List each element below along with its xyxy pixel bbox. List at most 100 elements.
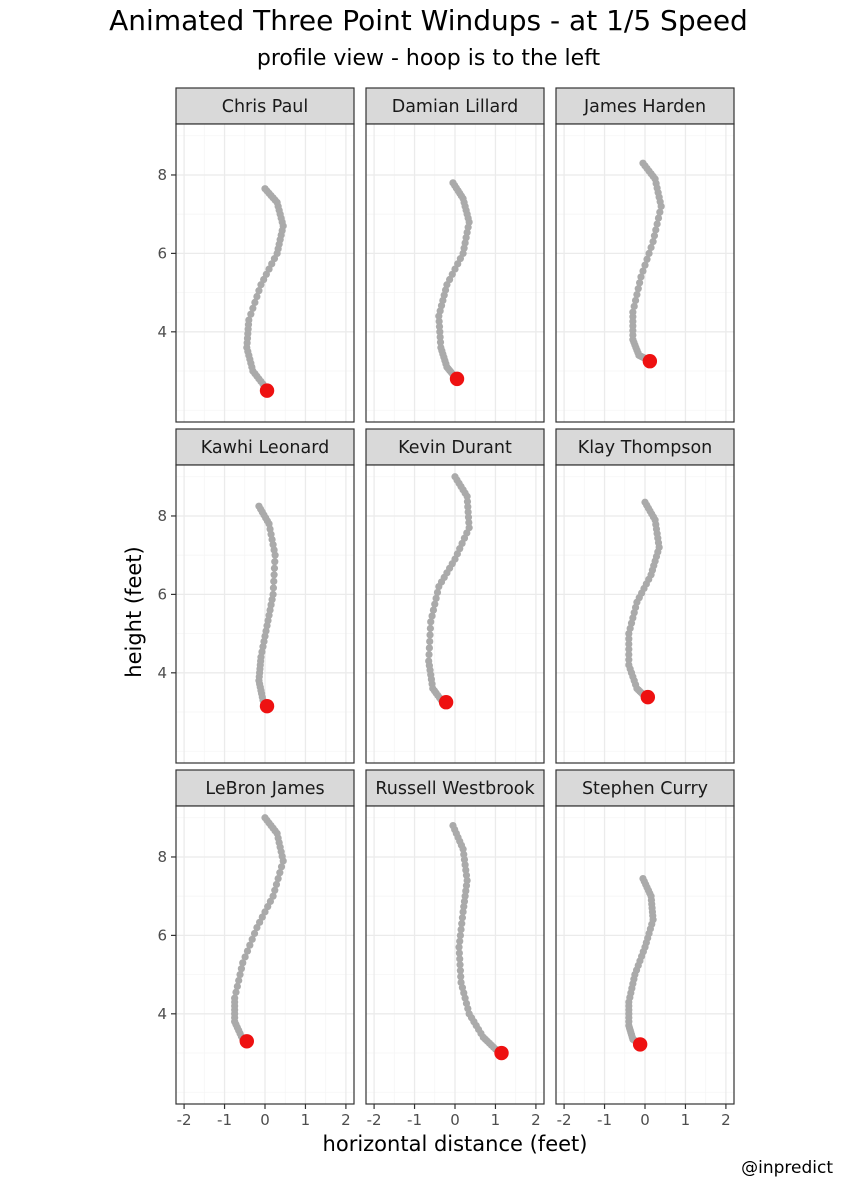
trail-point <box>634 285 642 293</box>
trail-point <box>435 582 443 591</box>
release-point <box>259 383 275 398</box>
trail-point <box>435 317 443 325</box>
trail-point <box>236 971 244 979</box>
facet-strip <box>555 87 735 125</box>
trail-point <box>431 600 439 608</box>
trail-point <box>457 972 465 981</box>
facet-strip-label: Kevin Durant <box>398 438 512 458</box>
trail-point <box>248 935 256 943</box>
release-point <box>259 698 275 714</box>
x-tick-label: -2 <box>177 1111 192 1129</box>
panel-border <box>175 464 355 764</box>
facet-panel: Stephen Curry <box>555 769 735 1105</box>
trail-point <box>460 903 468 911</box>
chart-title: Animated Three Point Windups - at 1/5 Sp… <box>109 4 748 37</box>
trail-point <box>277 863 286 871</box>
release-point <box>239 1034 254 1049</box>
x-axis-title: horizontal distance (feet) <box>323 1132 588 1156</box>
x-tick-label: 2 <box>721 1111 731 1129</box>
trail-point <box>455 949 463 957</box>
trail-point <box>257 281 265 289</box>
x-tick-label: 0 <box>450 1111 460 1129</box>
trail-point <box>433 588 442 597</box>
release-point <box>632 1037 648 1052</box>
facet-strip-label: Chris Paul <box>222 97 309 117</box>
y-tick-label: 4 <box>157 664 167 682</box>
panel-border <box>365 123 545 423</box>
trail-point <box>426 637 434 646</box>
trail-point <box>456 931 464 939</box>
trail-point <box>637 273 645 281</box>
trail-point <box>235 976 243 985</box>
trail-point <box>428 612 436 620</box>
trail-point <box>647 243 655 252</box>
trail-point <box>432 594 440 602</box>
facet-panel: LeBron James <box>175 769 355 1105</box>
trail-point <box>232 988 240 996</box>
facet-panel: Kevin Durant <box>365 428 545 764</box>
trail-point <box>458 914 467 922</box>
trail-point <box>270 571 278 579</box>
trail-point <box>250 929 259 938</box>
trail-point <box>274 874 282 883</box>
trail-point <box>657 202 665 210</box>
trail-point <box>652 226 660 234</box>
trail-point <box>455 943 463 951</box>
trail-point <box>625 656 633 664</box>
x-tick-label: -1 <box>217 1111 232 1129</box>
trail-point <box>271 558 279 566</box>
trail-point <box>653 220 661 228</box>
trail-point <box>272 880 281 889</box>
trail-point <box>435 312 443 320</box>
trail-point <box>636 279 644 287</box>
release-point <box>494 1045 509 1061</box>
trail-point <box>436 328 444 336</box>
facet-strip-label: James Harden <box>583 97 706 117</box>
trail-point <box>464 508 472 516</box>
trail-point <box>631 296 640 305</box>
x-tick-label: 1 <box>681 1111 691 1129</box>
y-tick-label: 4 <box>157 1005 167 1023</box>
y-tick-label: 8 <box>157 166 167 184</box>
trail-point <box>425 644 433 652</box>
facet-panel: Kawhi Leonard <box>175 428 355 764</box>
trail-point <box>239 959 247 967</box>
trail-point <box>251 298 259 307</box>
trail-point <box>456 955 464 963</box>
trail-point <box>459 908 467 916</box>
trail-point <box>237 965 246 973</box>
trail-point <box>270 577 278 585</box>
trail-point <box>639 267 647 275</box>
trail-point <box>249 304 257 312</box>
panel-border <box>175 123 355 423</box>
trail-point <box>270 564 279 572</box>
x-tick-label: -2 <box>557 1111 572 1129</box>
trail-point <box>436 338 445 346</box>
facet-panel: Klay Thompson <box>555 428 735 764</box>
trail-point <box>654 214 663 222</box>
facet-panel: Chris Paul <box>175 87 355 423</box>
facet-panel: James Harden <box>555 87 735 423</box>
trail-point <box>269 584 278 592</box>
trail-point <box>463 492 471 500</box>
trail-point <box>426 624 434 632</box>
trail-point <box>625 635 633 643</box>
panel-border <box>555 123 735 423</box>
trail-point <box>271 886 279 894</box>
trail-point <box>463 876 471 885</box>
trail-point <box>246 941 254 949</box>
trail-point <box>271 551 279 559</box>
y-axis-title: height (feet) <box>122 546 146 677</box>
x-tick-label: 1 <box>491 1111 501 1129</box>
trail-point <box>630 302 638 310</box>
facet-strip <box>365 428 545 466</box>
trail-point <box>233 982 241 990</box>
y-tick-label: 4 <box>157 323 167 341</box>
trail-point <box>656 208 664 216</box>
x-tick-label: 1 <box>301 1111 311 1129</box>
y-tick-label: 8 <box>157 507 167 525</box>
trail-point <box>247 310 255 318</box>
facet-strip-label: Damian Lillard <box>392 97 519 117</box>
y-tick-label: 6 <box>157 585 167 603</box>
trail-point <box>464 513 473 521</box>
